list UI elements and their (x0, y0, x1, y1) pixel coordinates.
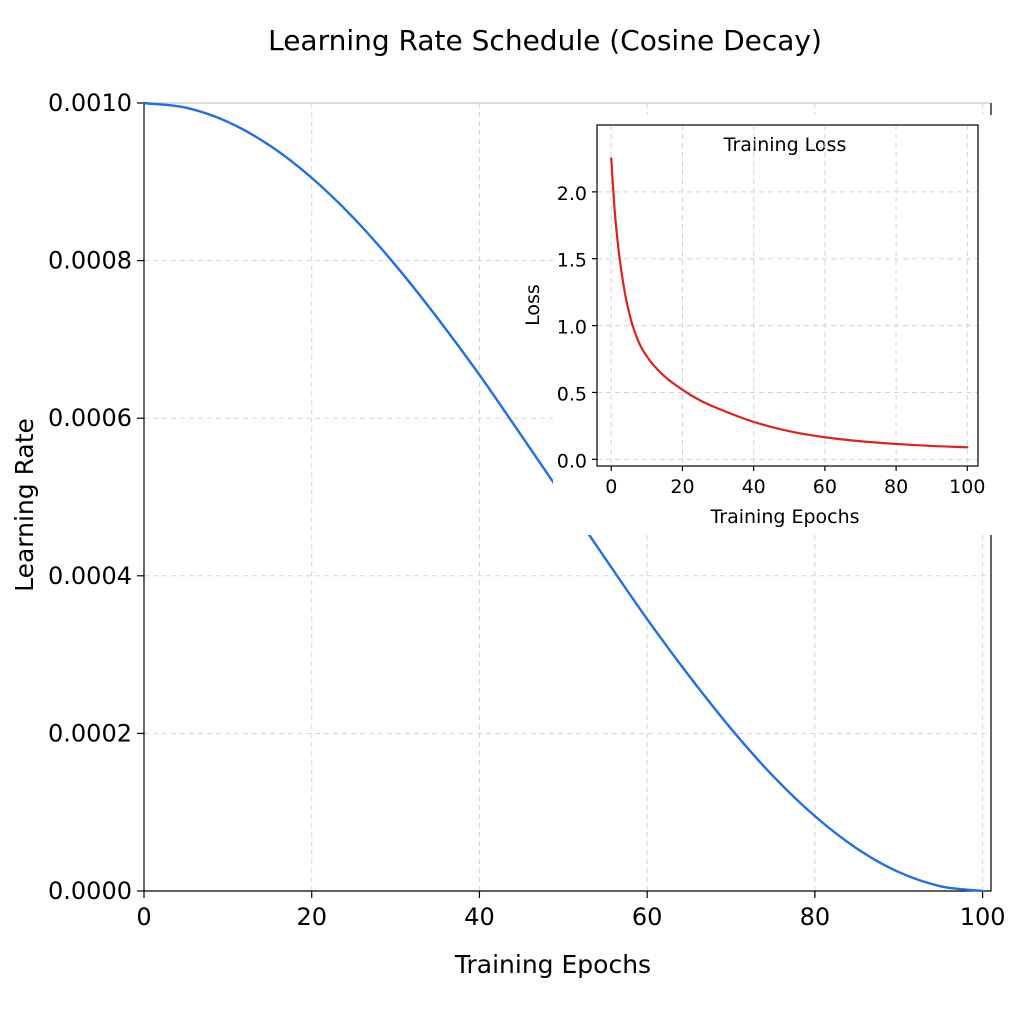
inset-chart-title: Training Loss (723, 134, 847, 156)
main-x-tick-label: 60 (632, 903, 663, 931)
main-ticks: 0 20 40 60 80 1000.00000.00020.00040.00060.00… (48, 89, 1006, 931)
main-x-tick-label: 100 (960, 903, 1006, 931)
inset-x-tick-label: 20 (670, 476, 694, 498)
main-x-axis-label: Training Epochs (454, 950, 651, 979)
main-y-tick-label: 0.0000 (48, 877, 132, 905)
inset-x-tick-label: 100 (949, 476, 985, 498)
inset-y-tick-label: 0.5 (557, 383, 587, 405)
inset-background (553, 115, 997, 535)
inset-grid (597, 125, 978, 466)
main-chart: Learning Rate Schedule (Cosine Decay) 0 2… (10, 24, 1006, 979)
main-y-tick-label: 0.0010 (48, 89, 132, 117)
inset-x-tick-label: 60 (813, 476, 837, 498)
inset-ticks: 0 20 40 60 80 100 0.0 0.5 1.0 1.5 2.0 (557, 183, 986, 498)
inset-y-tick-label: 1.5 (557, 250, 587, 272)
inset-x-tick-label: 40 (742, 476, 766, 498)
inset-chart: Training Loss 0 20 40 60 80 100 0.0 0.5 1.0 1.5 2.… (522, 115, 997, 535)
inset-x-tick-label: 80 (884, 476, 908, 498)
inset-series-line-0 (610, 157, 969, 449)
main-y-tick-label: 0.0008 (48, 247, 132, 275)
inset-x-tick-label: 0 (605, 476, 617, 498)
inset-y-tick-label: 1.0 (557, 317, 587, 339)
inset-y-axis-label: Loss (522, 284, 544, 326)
inset-x-axis-label: Training Epochs (709, 506, 859, 528)
main-x-tick-label: 40 (464, 903, 495, 931)
main-chart-title: Learning Rate Schedule (Cosine Decay) (268, 24, 822, 57)
main-y-tick-label: 0.0006 (48, 404, 132, 432)
main-y-tick-label: 0.0004 (48, 562, 132, 590)
inset-axes-frame (596, 124, 979, 467)
main-y-axis-label: Learning Rate (10, 418, 39, 592)
inset-y-tick-label: 0.0 (557, 450, 587, 472)
main-x-tick-label: 80 (800, 903, 831, 931)
inset-series-group (610, 157, 969, 449)
inset-y-tick-label: 2.0 (557, 183, 587, 205)
main-x-tick-label: 20 (296, 903, 327, 931)
main-x-tick-label: 0 (136, 903, 151, 931)
main-y-tick-label: 0.0002 (48, 719, 132, 747)
